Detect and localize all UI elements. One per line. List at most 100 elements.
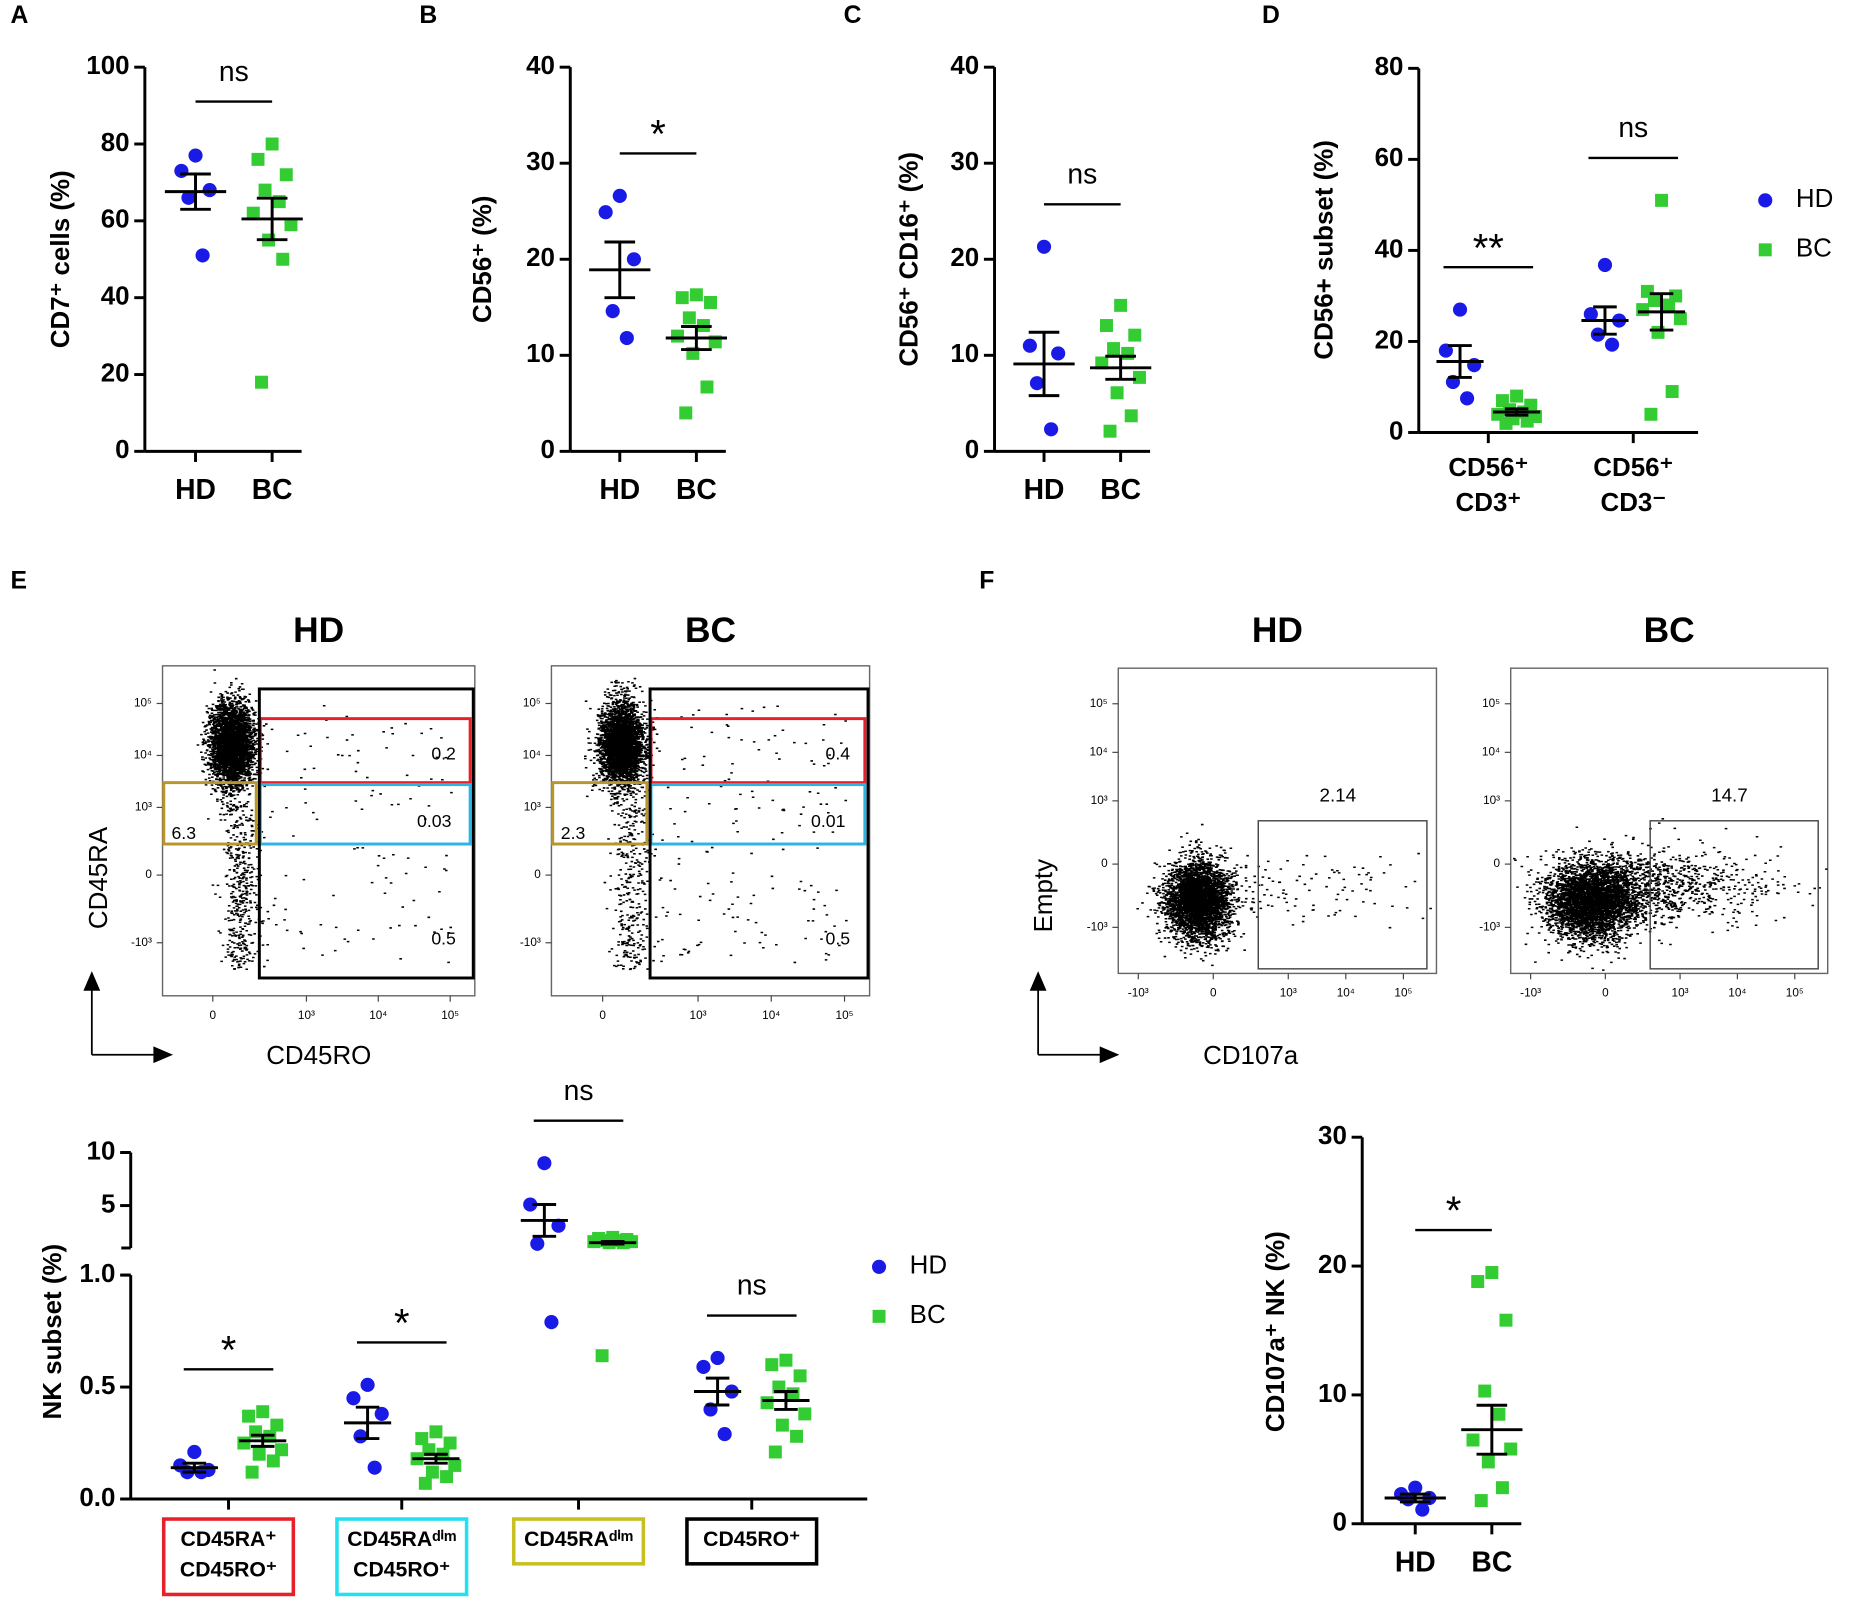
data-point bbox=[1466, 1433, 1480, 1447]
data-point bbox=[1655, 193, 1669, 207]
data-point bbox=[1758, 193, 1773, 208]
y-tick-label: 60 bbox=[101, 206, 130, 234]
data-point bbox=[1415, 1502, 1430, 1517]
y-tick-label: 5 bbox=[101, 1190, 115, 1218]
panel-letter: C bbox=[844, 2, 862, 29]
data-point bbox=[1452, 302, 1468, 317]
y-tick-label: 10⁴ bbox=[523, 749, 541, 762]
data-point bbox=[181, 190, 196, 205]
x-tick-label: CD3⁺ bbox=[1456, 489, 1522, 517]
data-point bbox=[265, 137, 279, 151]
data-point bbox=[1132, 370, 1146, 384]
data-point bbox=[696, 1359, 711, 1374]
y-tick-label: 40 bbox=[1375, 235, 1404, 263]
gate-label: 2.14 bbox=[1319, 784, 1356, 805]
data-point bbox=[551, 1218, 566, 1233]
y-tick-label: 40 bbox=[526, 52, 555, 80]
data-point bbox=[1499, 416, 1513, 430]
data-point bbox=[710, 1350, 725, 1366]
y-tick-label: 10⁵ bbox=[1482, 697, 1500, 710]
data-point bbox=[626, 252, 641, 267]
flow-frame bbox=[1509, 667, 1829, 975]
data-point bbox=[1460, 391, 1475, 406]
flow-title: BC bbox=[685, 611, 736, 650]
flow-frame bbox=[1117, 667, 1438, 975]
gate-label: 14.7 bbox=[1711, 784, 1748, 805]
data-point bbox=[251, 152, 265, 166]
y-tick-label: 30 bbox=[526, 148, 555, 176]
y-tick-label: 10 bbox=[87, 1137, 116, 1165]
significance-label: ns bbox=[1067, 158, 1097, 190]
panel-letter: B bbox=[419, 2, 437, 29]
x-tick-label: CD45RA⁺ bbox=[181, 1528, 277, 1551]
y-axis-label: CD56⁺ CD16⁺ (%) bbox=[896, 152, 924, 366]
gate-label: 2.3 bbox=[561, 823, 586, 843]
data-point bbox=[188, 148, 203, 163]
data-point bbox=[798, 1407, 812, 1421]
data-point bbox=[779, 1353, 793, 1367]
data-point bbox=[871, 1259, 887, 1274]
x-tick-label: CD56⁺ bbox=[1593, 454, 1673, 482]
data-point bbox=[1110, 386, 1124, 400]
data-point bbox=[284, 218, 298, 232]
gate bbox=[1649, 820, 1819, 970]
data-point bbox=[1124, 409, 1138, 423]
y-axis-label: CD56⁺ (%) bbox=[469, 196, 497, 323]
data-point bbox=[187, 1444, 202, 1460]
data-point bbox=[276, 252, 290, 266]
data-point bbox=[1029, 376, 1045, 391]
data-point bbox=[1478, 1384, 1492, 1398]
data-point bbox=[270, 1418, 284, 1432]
x-tick-label: 10⁵ bbox=[1394, 987, 1412, 1000]
y-tick-label: 10³ bbox=[1091, 794, 1108, 807]
y-tick-label: 80 bbox=[101, 129, 130, 157]
data-point bbox=[1520, 414, 1534, 428]
y-tick-label: -10³ bbox=[131, 936, 152, 949]
gate bbox=[648, 687, 870, 980]
y-tick-label: 40 bbox=[101, 283, 130, 311]
flow-x-label: CD107a bbox=[1203, 1042, 1299, 1070]
data-point bbox=[195, 248, 210, 263]
data-point bbox=[689, 288, 703, 302]
data-point bbox=[1636, 303, 1650, 317]
y-tick-label: 10⁴ bbox=[1090, 745, 1108, 758]
panel-letter: D bbox=[1262, 2, 1280, 29]
data-point bbox=[704, 296, 718, 309]
x-tick-label: HD bbox=[175, 473, 216, 505]
data-point bbox=[1103, 424, 1117, 438]
data-point bbox=[1022, 338, 1037, 353]
x-tick-label: 0 bbox=[599, 1009, 606, 1022]
y-tick-label: 0 bbox=[965, 436, 979, 464]
y-tick-label: 0 bbox=[1494, 857, 1501, 870]
gate-label: 0.5 bbox=[826, 928, 851, 948]
significance-label: ns bbox=[1618, 111, 1648, 143]
y-axis-label: NK subset (%) bbox=[39, 1244, 67, 1420]
gate bbox=[551, 781, 649, 846]
flow-y-label: CD45RA bbox=[85, 826, 113, 929]
y-tick-label: -10³ bbox=[1087, 920, 1108, 933]
data-point bbox=[1095, 356, 1109, 370]
y-axis-label: CD7⁺ cells (%) bbox=[47, 170, 75, 348]
y-tick-label: 0 bbox=[1332, 1509, 1346, 1537]
data-point bbox=[256, 1405, 270, 1419]
y-tick-label: 20 bbox=[526, 244, 555, 272]
significance-label: * bbox=[394, 1301, 410, 1345]
data-point bbox=[760, 1396, 774, 1410]
x-tick-label: 10³ bbox=[1672, 987, 1689, 1000]
y-tick-label: 10³ bbox=[1483, 794, 1500, 807]
event-cloud bbox=[1136, 823, 1432, 967]
y-tick-label: 0 bbox=[145, 868, 152, 881]
gate-label: 0.01 bbox=[811, 811, 845, 831]
x-tick-label: 0 bbox=[1602, 987, 1609, 1000]
data-point bbox=[275, 1443, 289, 1457]
data-point bbox=[1485, 1266, 1499, 1279]
x-tick-label: 10³ bbox=[1280, 987, 1297, 1000]
significance-label: ns bbox=[219, 55, 249, 87]
data-point bbox=[530, 1236, 545, 1251]
data-point bbox=[1662, 298, 1676, 312]
y-tick-label: 0 bbox=[1389, 417, 1403, 445]
y-tick-label: 80 bbox=[1375, 53, 1404, 81]
data-point bbox=[1471, 1275, 1485, 1289]
data-point bbox=[429, 1425, 443, 1439]
